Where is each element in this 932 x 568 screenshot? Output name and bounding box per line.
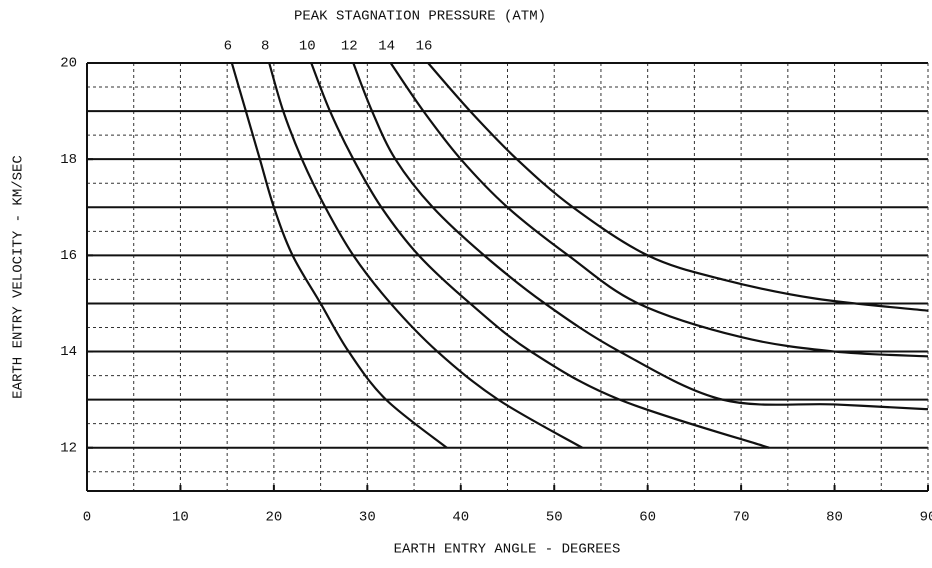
series-label: 8 (261, 39, 269, 55)
series-label: 6 (224, 39, 232, 55)
x-tick-label: 0 (83, 510, 91, 526)
series-label: 14 (378, 39, 395, 55)
curve (427, 62, 929, 312)
curve (310, 62, 770, 449)
y-tick-label: 20 (60, 56, 77, 72)
x-tick-label: 30 (359, 510, 376, 526)
y-tick-label: 18 (60, 152, 77, 168)
x-tick-label: 90 (920, 510, 932, 526)
curve (352, 62, 929, 411)
y-tick-label: 14 (60, 344, 77, 360)
series-label: 16 (416, 39, 433, 55)
curve (389, 62, 929, 358)
x-tick-label: 10 (172, 510, 189, 526)
curve (268, 62, 583, 449)
y-tick-label: 16 (60, 248, 77, 264)
x-tick-label: 40 (452, 510, 469, 526)
x-tick-label: 80 (826, 510, 843, 526)
x-tick-label: 20 (265, 510, 282, 526)
x-tick-label: 60 (639, 510, 656, 526)
y-tick-label: 12 (60, 440, 77, 456)
x-tick-label: 70 (733, 510, 750, 526)
series-label: 12 (341, 39, 358, 55)
x-axis-label: EARTH ENTRY ANGLE - DEGREES (394, 542, 621, 558)
curve (230, 62, 448, 449)
chart-title: PEAK STAGNATION PRESSURE (ATM) (294, 9, 546, 25)
series-label: 10 (299, 39, 316, 55)
y-axis-label: EARTH ENTRY VELOCITY - KM/SEC (11, 155, 27, 399)
x-tick-label: 50 (546, 510, 563, 526)
